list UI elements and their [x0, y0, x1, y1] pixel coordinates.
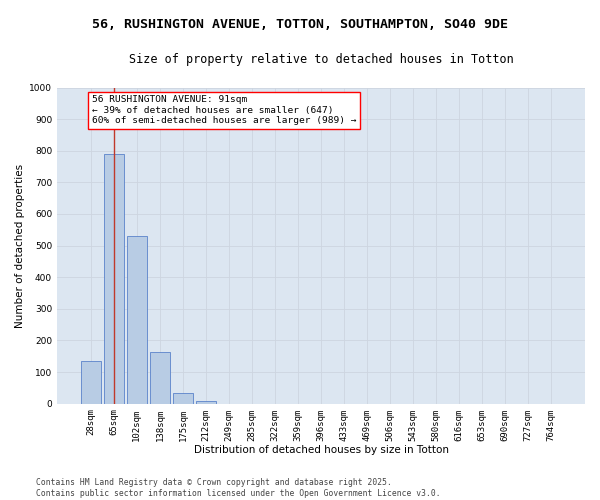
Text: 56 RUSHINGTON AVENUE: 91sqm
← 39% of detached houses are smaller (647)
60% of se: 56 RUSHINGTON AVENUE: 91sqm ← 39% of det…	[92, 96, 356, 125]
Title: Size of property relative to detached houses in Totton: Size of property relative to detached ho…	[128, 52, 514, 66]
Text: 56, RUSHINGTON AVENUE, TOTTON, SOUTHAMPTON, SO40 9DE: 56, RUSHINGTON AVENUE, TOTTON, SOUTHAMPT…	[92, 18, 508, 30]
Text: Contains HM Land Registry data © Crown copyright and database right 2025.
Contai: Contains HM Land Registry data © Crown c…	[36, 478, 440, 498]
Bar	[196, 400, 215, 404]
Bar	[104, 154, 124, 404]
Y-axis label: Number of detached properties: Number of detached properties	[15, 164, 25, 328]
Bar	[150, 352, 170, 404]
Bar	[127, 236, 146, 404]
Bar	[173, 392, 193, 404]
Bar	[81, 361, 101, 404]
X-axis label: Distribution of detached houses by size in Totton: Distribution of detached houses by size …	[194, 445, 449, 455]
